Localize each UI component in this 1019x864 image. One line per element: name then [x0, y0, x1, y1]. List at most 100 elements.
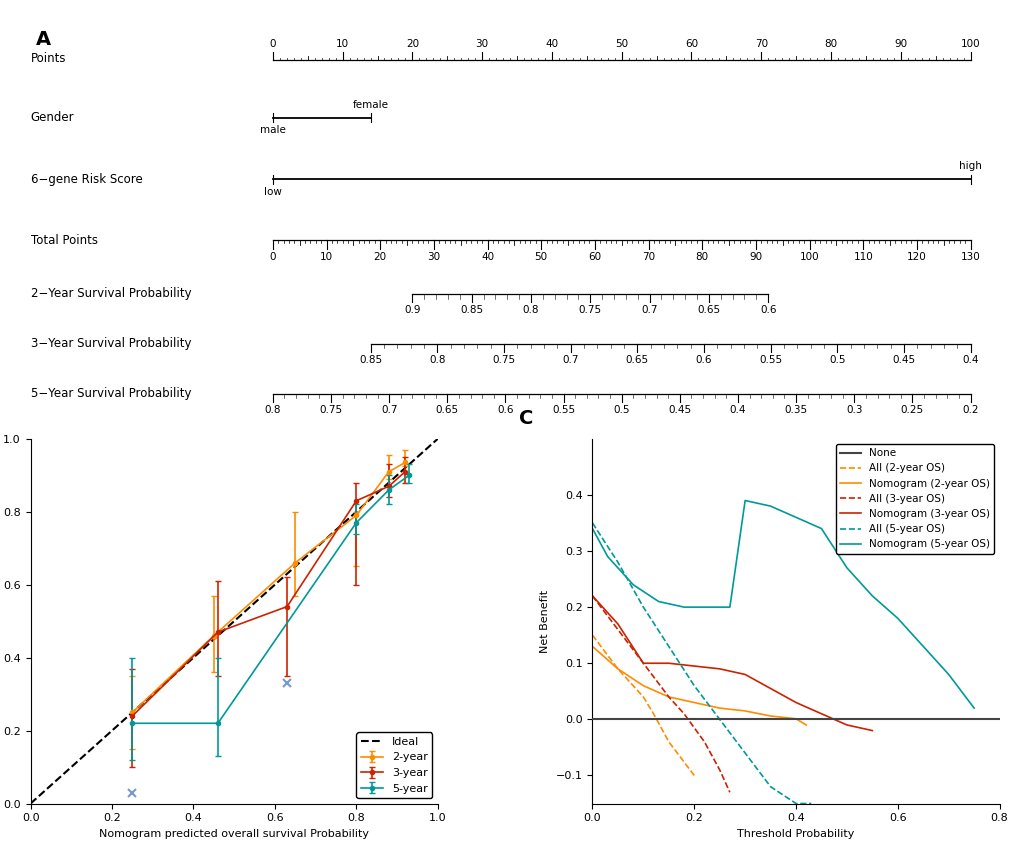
Text: 60: 60 — [684, 39, 697, 49]
Nomogram (2-year OS) — [789, 714, 801, 724]
Text: 0.85: 0.85 — [359, 355, 382, 365]
Nomogram (2-year OS) — [637, 681, 649, 691]
Text: 0: 0 — [269, 39, 276, 49]
Text: 130: 130 — [960, 252, 979, 262]
Nomogram (5-year OS) — [840, 562, 852, 573]
Text: 2−Year Survival Probability: 2−Year Survival Probability — [31, 288, 191, 301]
Text: 100: 100 — [960, 39, 979, 49]
Nomogram (5-year OS) — [763, 501, 775, 511]
Legend: None, All (2-year OS), Nomogram (2-year OS), All (3-year OS), Nomogram (3-year O: None, All (2-year OS), Nomogram (2-year … — [836, 444, 994, 554]
All (2-year OS) — [647, 708, 659, 719]
All (5-year OS) — [789, 798, 801, 809]
Text: 0.35: 0.35 — [784, 405, 807, 415]
All (3-year OS) — [678, 708, 690, 719]
Text: 0.3: 0.3 — [845, 405, 862, 415]
All (2-year OS) — [637, 692, 649, 702]
Nomogram (3-year OS) — [713, 664, 726, 674]
Nomogram (5-year OS) — [789, 512, 801, 523]
Text: 0: 0 — [269, 252, 276, 262]
Nomogram (3-year OS) — [814, 708, 826, 719]
Nomogram (3-year OS) — [662, 658, 675, 669]
Text: 70: 70 — [641, 252, 654, 262]
Nomogram (5-year OS) — [814, 524, 826, 534]
Nomogram (3-year OS) — [763, 683, 775, 694]
Text: 10: 10 — [320, 252, 333, 262]
Text: 90: 90 — [894, 39, 907, 49]
Nomogram (5-year OS) — [891, 613, 903, 624]
Nomogram (2-year OS) — [713, 703, 726, 714]
Text: 60: 60 — [588, 252, 601, 262]
Nomogram (3-year OS) — [789, 697, 801, 708]
Text: 0.4: 0.4 — [961, 355, 978, 365]
Text: 110: 110 — [853, 252, 872, 262]
Text: 0.75: 0.75 — [492, 355, 515, 365]
Line: Nomogram (3-year OS): Nomogram (3-year OS) — [592, 596, 871, 731]
Nomogram (3-year OS) — [739, 670, 751, 680]
Text: C: C — [519, 409, 533, 428]
Text: 0.7: 0.7 — [561, 355, 578, 365]
Nomogram (5-year OS) — [723, 602, 736, 613]
Nomogram (5-year OS) — [627, 580, 639, 590]
All (2-year OS) — [611, 664, 624, 674]
Nomogram (5-year OS) — [652, 596, 664, 607]
Text: female: female — [353, 100, 388, 111]
Line: All (5-year OS): All (5-year OS) — [592, 523, 810, 804]
Y-axis label: Net Benefit: Net Benefit — [540, 589, 549, 652]
Text: 0.2: 0.2 — [961, 405, 978, 415]
Nomogram (5-year OS) — [967, 703, 979, 714]
Text: 0.4: 0.4 — [729, 405, 746, 415]
Text: 0.8: 0.8 — [264, 405, 281, 415]
Text: 80: 80 — [823, 39, 837, 49]
Text: 20: 20 — [406, 39, 419, 49]
All (5-year OS) — [662, 641, 675, 651]
All (3-year OS) — [611, 625, 624, 635]
X-axis label: Threshold Probability: Threshold Probability — [737, 829, 854, 839]
Text: 70: 70 — [754, 39, 767, 49]
Text: 3−Year Survival Probability: 3−Year Survival Probability — [31, 337, 191, 350]
Text: 30: 30 — [427, 252, 440, 262]
All (2-year OS) — [662, 737, 675, 747]
Text: 0.45: 0.45 — [892, 355, 914, 365]
Text: low: low — [264, 187, 281, 197]
Nomogram (3-year OS) — [637, 658, 649, 669]
Text: 0.55: 0.55 — [758, 355, 782, 365]
Nomogram (5-year OS) — [739, 495, 751, 505]
Text: 0.45: 0.45 — [667, 405, 691, 415]
Text: 0.5: 0.5 — [612, 405, 630, 415]
Text: 40: 40 — [545, 39, 558, 49]
Nomogram (3-year OS) — [611, 619, 624, 629]
All (5-year OS) — [739, 748, 751, 759]
X-axis label: Nomogram predicted overall survival Probability: Nomogram predicted overall survival Prob… — [99, 829, 369, 839]
All (3-year OS) — [586, 591, 598, 601]
Text: 0.25: 0.25 — [900, 405, 923, 415]
Text: 20: 20 — [373, 252, 386, 262]
Text: 50: 50 — [614, 39, 628, 49]
All (5-year OS) — [713, 715, 726, 725]
All (3-year OS) — [662, 692, 675, 702]
All (5-year OS) — [688, 681, 700, 691]
All (5-year OS) — [637, 602, 649, 613]
Text: 90: 90 — [749, 252, 761, 262]
Text: male: male — [260, 125, 285, 136]
All (5-year OS) — [586, 518, 598, 528]
Line: All (2-year OS): All (2-year OS) — [592, 635, 694, 776]
Nomogram (2-year OS) — [586, 641, 598, 651]
Nomogram (3-year OS) — [865, 726, 877, 736]
Text: 0.5: 0.5 — [828, 355, 845, 365]
Line: All (3-year OS): All (3-year OS) — [592, 596, 730, 792]
Text: 80: 80 — [695, 252, 708, 262]
Nomogram (2-year OS) — [799, 720, 811, 730]
Text: 100: 100 — [799, 252, 818, 262]
Nomogram (2-year OS) — [688, 697, 700, 708]
Nomogram (5-year OS) — [678, 602, 690, 613]
Nomogram (2-year OS) — [662, 692, 675, 702]
Nomogram (2-year OS) — [611, 664, 624, 674]
Text: 0.9: 0.9 — [404, 306, 420, 315]
Nomogram (5-year OS) — [942, 670, 954, 680]
Text: 0.8: 0.8 — [522, 306, 539, 315]
Line: Nomogram (5-year OS): Nomogram (5-year OS) — [592, 500, 973, 708]
Text: 0.6: 0.6 — [496, 405, 514, 415]
Text: 6−gene Risk Score: 6−gene Risk Score — [31, 173, 143, 186]
All (5-year OS) — [804, 798, 816, 809]
Text: 5−Year Survival Probability: 5−Year Survival Probability — [31, 387, 191, 400]
